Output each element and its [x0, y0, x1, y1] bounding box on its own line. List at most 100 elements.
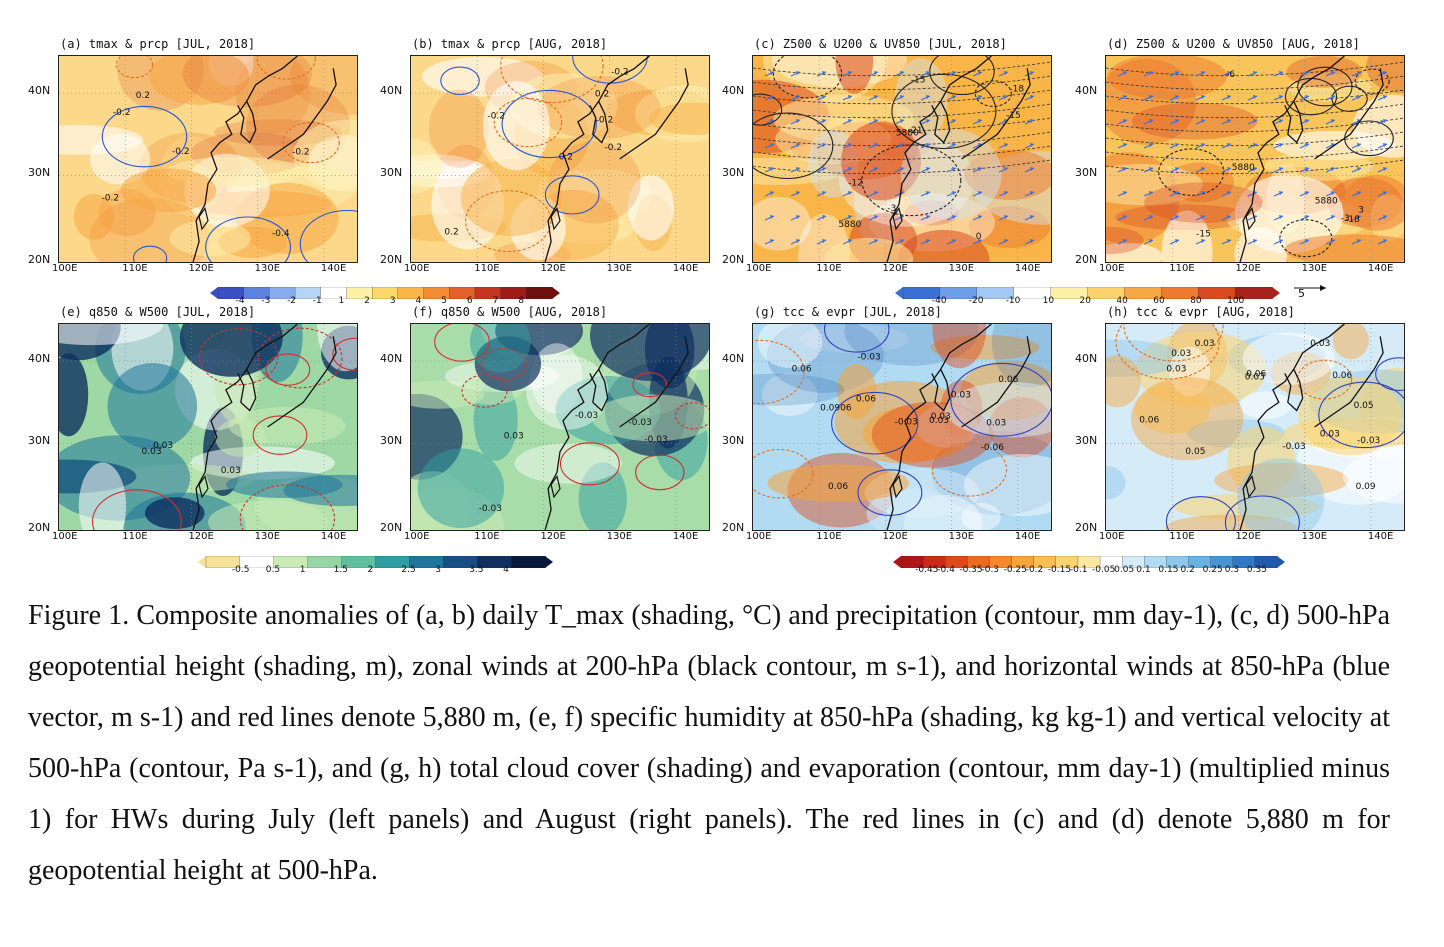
shading-blob [1144, 182, 1263, 223]
contour-label: -0.2 [605, 143, 623, 153]
lon-label: 100E [1099, 531, 1125, 542]
u200-contour [753, 131, 1051, 147]
colorbar-tick: 2.5 [401, 565, 416, 575]
contour-line [493, 97, 563, 148]
lat-label: 40N [28, 352, 51, 366]
shading-blob [169, 219, 251, 257]
lat-label: 20N [28, 253, 51, 266]
shading-blob [228, 407, 346, 445]
lon-label: 130E [948, 531, 975, 542]
contour-line [753, 339, 805, 405]
coastline-korea [1284, 369, 1304, 412]
contour-label: -0.03 [1357, 436, 1380, 446]
colorbar-tick: 2 [367, 565, 374, 575]
colorbar-tick: 6 [466, 296, 473, 306]
colorbar-tick: -1 [312, 296, 322, 306]
coastline-japan [619, 336, 689, 428]
contour-label: 0.03 [1166, 365, 1186, 375]
figure-caption: Figure 1. Composite anomalies of (a, b) … [28, 600, 1390, 886]
contour-label: -0.2 [487, 111, 505, 121]
shading-blob [208, 500, 329, 530]
contour-line [857, 469, 923, 516]
colorbar-tick: 0.1 [1136, 565, 1151, 575]
shading-blob [757, 324, 823, 368]
contour-line [465, 190, 552, 253]
coastline [886, 56, 992, 262]
contour-line [115, 56, 154, 79]
map-panel-d: 5880 -18 -15 5880 -6 -3 3 [1105, 55, 1405, 263]
contour-line [256, 56, 316, 80]
colorbar-tick: -0.2 [1025, 565, 1044, 575]
coastline [192, 56, 298, 262]
contour-label: 0.06 [828, 482, 848, 492]
shading-blob [578, 462, 627, 530]
coastline-korea [931, 101, 951, 144]
shading-blob [235, 56, 311, 134]
shading-blob [1332, 324, 1369, 360]
contour-line [132, 245, 168, 262]
shading-blob [1106, 164, 1203, 206]
contour-label: -15 [1196, 229, 1211, 239]
contour-label: -0.03 [1282, 442, 1305, 452]
shading-blob [761, 373, 818, 416]
shading-blob [1106, 465, 1126, 500]
contour-label: -0.2 [113, 108, 131, 118]
lat-label: 30N [380, 166, 403, 180]
panel-title-a: (a) tmax & prcp [JUL, 2018] [60, 37, 256, 51]
colorbar-tick: 3.5 [469, 565, 484, 575]
shading-blob [897, 229, 990, 262]
contour-line [632, 372, 668, 398]
shading-blob [149, 56, 250, 105]
contour-label: 3 [1358, 205, 1364, 215]
map-panel-g: 0.06 0.06 0.0906 0.06 0.03 0.03 -0.03 -0.06 0.03… [752, 323, 1052, 531]
colorbar-tick: 4 [503, 565, 509, 575]
map-panel-e: 0.03 0.03 0.03 [58, 323, 358, 531]
colorbar-tick: 1.5 [333, 565, 348, 575]
u200-contour [1106, 75, 1404, 91]
contour-label: 0.0906 [820, 404, 852, 414]
map-svg-a: 0.2 -0.2 -0.2 -0.4 -0.2 -0.2 [59, 56, 357, 262]
shading-blob [800, 324, 910, 353]
lon-label: 120E [540, 531, 566, 542]
contour-label: 0.03 [1195, 339, 1215, 349]
lon-label: 110E [1169, 263, 1195, 274]
lon-label: 120E [1235, 531, 1261, 542]
colorbar-tick: -2 [287, 296, 297, 306]
contour-label: -0.06 [981, 443, 1005, 453]
colorbar-tick: -0.35 [959, 565, 983, 575]
colorbar-tick: -0.05 [1092, 565, 1116, 575]
shading-blob [293, 119, 357, 192]
coastline-japan [267, 68, 337, 160]
contour-label: 0.03 [504, 432, 524, 442]
shading-blob [78, 462, 127, 530]
shading-blob [824, 237, 914, 262]
lon-label: 130E [254, 263, 281, 274]
lon-label: 120E [540, 263, 566, 274]
lat-label: 20N [380, 521, 403, 534]
shading-blob [753, 373, 845, 406]
contour-label: -0.03 [857, 353, 880, 363]
lon-label: 110E [122, 531, 148, 542]
u200-contour [753, 159, 1051, 175]
shading-blob [59, 324, 163, 346]
map-panel-c: 5880 -15 -18 -21 -15 -12 5880 -3 0 [752, 55, 1052, 263]
lon-label: 110E [474, 263, 500, 274]
lon-label: 140E [1014, 263, 1041, 274]
shading-blob [182, 56, 313, 108]
coastline-japan [961, 336, 1031, 428]
shading-blob [59, 353, 89, 437]
lon-label: 100E [404, 263, 430, 274]
colorbar-tick: 0.25 [1202, 565, 1223, 575]
u200-contour [753, 89, 1051, 105]
contour-label: 0.2 [559, 152, 573, 162]
coastline-japan [1314, 336, 1384, 428]
contour-label: 0.03 [929, 416, 949, 426]
coastline [192, 324, 298, 530]
contour-line [544, 175, 600, 215]
contour-label: 0.06 [1139, 416, 1159, 426]
contour-line [891, 73, 997, 150]
colorbar-tick: 2 [364, 296, 370, 306]
coastline [886, 324, 992, 530]
colorbar-tick: 3 [435, 565, 442, 575]
lon-label: 130E [606, 263, 633, 274]
